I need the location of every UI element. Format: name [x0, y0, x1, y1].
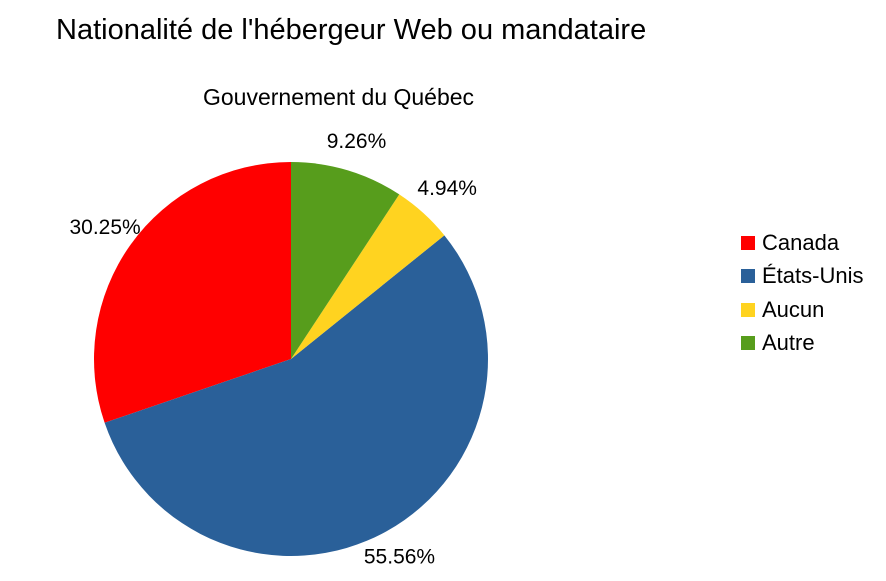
- pie-slice-canada: [93, 162, 291, 423]
- data-label-autre: 9.26%: [327, 130, 387, 153]
- legend-label-etats-unis: États-Unis: [762, 263, 864, 289]
- data-label-etats-unis: 55.56%: [364, 546, 435, 569]
- legend-item-aucun: Aucun: [741, 293, 863, 327]
- data-label-canada: 30.25%: [69, 216, 140, 239]
- legend-swatch-autre: [741, 336, 755, 351]
- legend-item-canada: Canada: [741, 226, 863, 260]
- chart-subtitle: Gouvernement du Québec: [203, 84, 475, 110]
- legend-swatch-canada: [741, 235, 755, 250]
- pie-slice-autre: [291, 162, 400, 359]
- legend-label-canada: Canada: [762, 229, 840, 255]
- chart-title: Nationalité de l'hébergeur Web ou mandat…: [56, 14, 647, 46]
- pie-slice-etats-unis: [104, 235, 488, 556]
- legend-swatch-etats-unis: [741, 269, 755, 284]
- pie-slice-aucun: [291, 194, 445, 359]
- legend-label-aucun: Aucun: [762, 296, 825, 322]
- legend-label-autre: Autre: [762, 330, 815, 356]
- legend-swatch-aucun: [741, 302, 755, 317]
- legend-item-etats-unis: États-Unis: [741, 260, 863, 294]
- data-label-aucun: 4.94%: [417, 177, 477, 200]
- chart-legend: Canada États-Unis Aucun Autre: [741, 226, 863, 360]
- legend-item-autre: Autre: [741, 327, 863, 361]
